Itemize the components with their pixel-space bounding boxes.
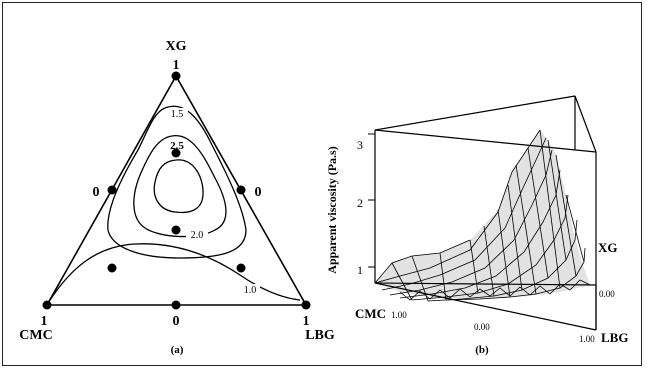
design-point bbox=[42, 300, 52, 310]
design-point bbox=[171, 71, 181, 81]
ternary-panel: 1.5 2.5 2.0 1.0 XG 1 1 1 CMC LBG 0 0 0 (… bbox=[19, 39, 335, 356]
design-point bbox=[107, 185, 117, 195]
vertex-tick-top: 1 bbox=[173, 58, 180, 73]
axis-label-xg: XG bbox=[598, 240, 618, 255]
z-tick-1: 1 bbox=[357, 263, 363, 277]
contour-label-backdrop bbox=[186, 229, 208, 240]
figure-frame bbox=[2, 2, 642, 366]
contour-label-2-5: 2.5 bbox=[170, 140, 184, 152]
surface-fill bbox=[375, 130, 590, 299]
design-point bbox=[236, 185, 246, 195]
vertex-label-xg: XG bbox=[166, 39, 187, 54]
tick-cmc-max: 1.00 bbox=[391, 310, 407, 320]
design-point bbox=[301, 300, 311, 310]
vertex-label-cmc: CMC bbox=[19, 328, 52, 343]
contour-label-1-0: 1.0 bbox=[244, 285, 257, 296]
vertex-tick-left: 1 bbox=[41, 314, 48, 329]
contour-label-1-5: 1.5 bbox=[171, 109, 184, 120]
contour-label-2-0: 2.0 bbox=[191, 230, 204, 241]
surface-mesh bbox=[374, 129, 591, 302]
axis-label-lbg: LBG bbox=[601, 330, 628, 345]
z-tick-3: 3 bbox=[357, 138, 363, 152]
panel-caption-a: (a) bbox=[171, 344, 184, 356]
z-tick-2: 2 bbox=[357, 196, 363, 210]
tick-lbg-max: 1.00 bbox=[579, 334, 595, 344]
vertex-label-lbg: LBG bbox=[305, 328, 335, 343]
design-point bbox=[107, 263, 117, 273]
surface-panel: 3 2 1 Apparent viscosity (Pa.s) XG 0.00 … bbox=[325, 95, 628, 356]
vertex-tick-right: 1 bbox=[303, 314, 310, 329]
contour-line-1-5 bbox=[107, 105, 247, 259]
contour-line-2-5 bbox=[153, 159, 204, 214]
design-point bbox=[171, 300, 181, 310]
panel-caption-b: (b) bbox=[475, 344, 489, 356]
z-axis-label: Apparent viscosity (Pa.s) bbox=[325, 146, 339, 273]
edge-label-bottom: 0 bbox=[173, 314, 180, 329]
tick-center: 0.00 bbox=[474, 322, 490, 332]
axis-label-cmc: CMC bbox=[355, 306, 386, 321]
edge-label-left: 0 bbox=[93, 185, 100, 200]
edge-label-right: 0 bbox=[255, 185, 262, 200]
design-point bbox=[171, 225, 181, 235]
contour-label-backdrop bbox=[240, 284, 260, 295]
plot-box bbox=[374, 95, 597, 331]
contour-line-1-0 bbox=[49, 243, 301, 301]
contour-label-backdrop bbox=[166, 108, 188, 119]
design-point bbox=[236, 263, 246, 273]
tick-xg-min: 0.00 bbox=[599, 289, 615, 299]
z-axis bbox=[368, 133, 375, 268]
design-point bbox=[171, 148, 181, 158]
